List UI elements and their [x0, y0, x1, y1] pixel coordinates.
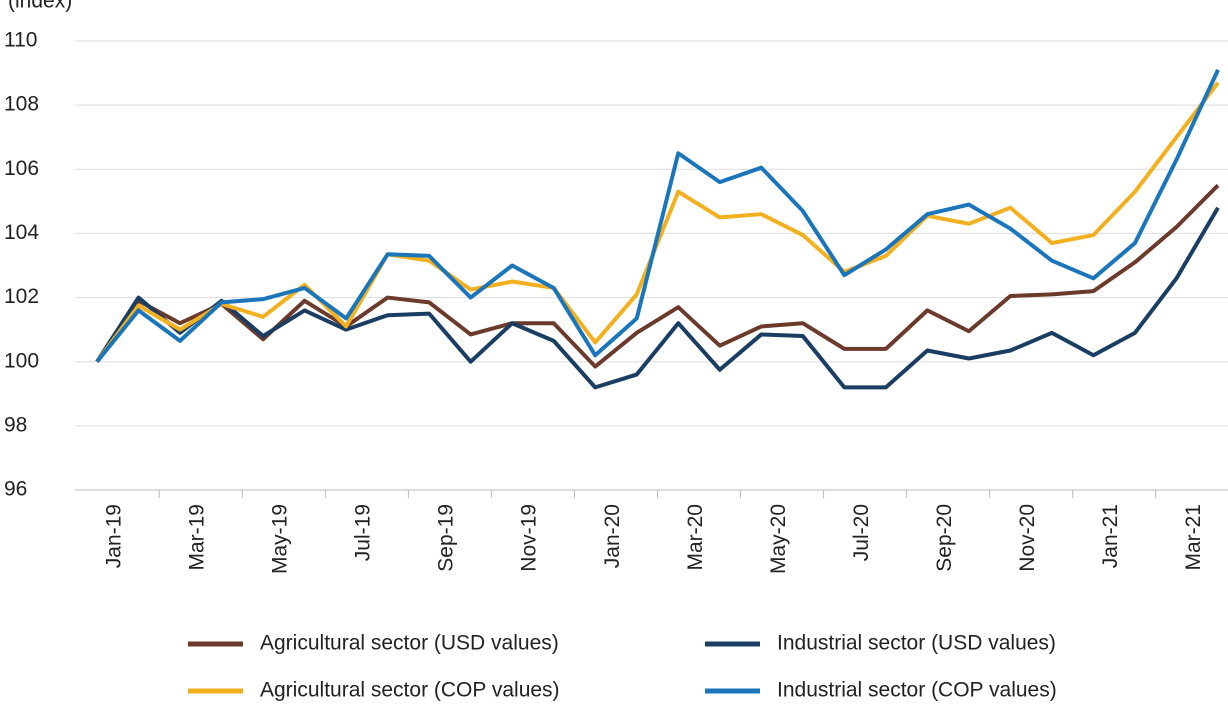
y-tick-label: 108 [4, 93, 39, 116]
y-tick-label: 100 [4, 349, 39, 372]
x-tick-label: Mar-19 [186, 504, 209, 571]
x-tick-label: Nov-19 [518, 504, 541, 572]
x-tick-label: Nov-20 [1016, 504, 1039, 572]
legend-label: Agricultural sector (COP values) [260, 679, 560, 702]
x-tick-label: May-19 [269, 504, 292, 574]
x-tick-label: Jan-19 [103, 504, 126, 568]
x-tick-label: Sep-20 [933, 504, 956, 572]
line-series [95, 183, 1220, 369]
x-tick-label: Mar-21 [1182, 504, 1205, 571]
y-tick-label: 104 [4, 221, 39, 244]
line-series [95, 69, 1220, 363]
x-tick-label: Jan-21 [1099, 504, 1122, 568]
y-tick-label: 102 [4, 285, 39, 308]
x-tick-label: Jul-19 [352, 504, 375, 561]
x-tick-label: Jul-20 [850, 504, 873, 561]
legend-label: Industrial sector (USD values) [777, 632, 1056, 655]
x-tick-label: Jan-20 [601, 504, 624, 568]
legend-label: Industrial sector (COP values) [777, 679, 1057, 702]
x-tick-label: Mar-20 [684, 504, 707, 571]
y-axis-label: (index) [8, 0, 72, 13]
y-tick-label: 110 [4, 29, 37, 52]
y-tick-label: 106 [4, 157, 39, 180]
legend-label: Agricultural sector (USD values) [260, 632, 559, 655]
x-tick-label: Sep-19 [435, 504, 458, 572]
line-series [95, 206, 1220, 390]
y-tick-label: 96 [4, 478, 27, 501]
y-tick-label: 98 [4, 413, 27, 436]
x-tick-label: May-20 [767, 504, 790, 574]
